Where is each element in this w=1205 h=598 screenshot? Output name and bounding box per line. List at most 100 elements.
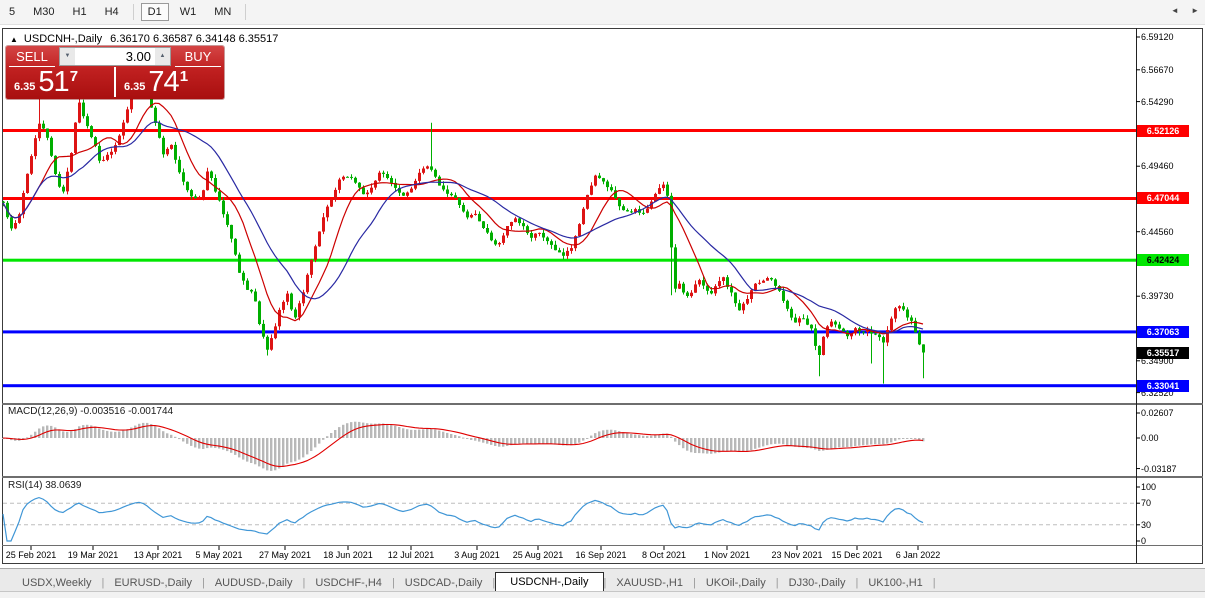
chart-tab-bar: USDX,Weekly | EURUSD-,Daily | AUDUSD-,Daily |… bbox=[0, 568, 1205, 592]
timeframe-button-MN[interactable]: MN bbox=[214, 6, 232, 18]
chart-window[interactable] bbox=[2, 28, 1203, 564]
macd-histogram bbox=[2, 421, 925, 471]
price-axis-tick: 6.34900 bbox=[1141, 356, 1174, 366]
tab-xauusd-h1[interactable]: XAUUSD-,H1 bbox=[616, 577, 683, 589]
level-price-badge: 6.47044 bbox=[1137, 192, 1189, 204]
date-axis-label: 15 Dec 2021 bbox=[831, 550, 883, 560]
date-axis-label: 18 Jun 2021 bbox=[323, 550, 373, 560]
sell-price-prefix: 6.35 bbox=[14, 81, 36, 93]
buy-price-sup: 1 bbox=[179, 68, 189, 85]
macd-signal-line bbox=[2, 423, 924, 467]
ma-fast-line bbox=[2, 102, 924, 335]
price-axis-tick: 6.54290 bbox=[1141, 97, 1174, 107]
timeframe-toolbar: 5 M30 H1 H4 D1 W1 MN bbox=[0, 0, 1205, 25]
volume-input[interactable] bbox=[75, 48, 155, 65]
ohlc-values: 6.36170 6.36587 6.34148 6.35517 bbox=[110, 33, 279, 45]
tab-separator: | bbox=[932, 577, 936, 589]
tab-separator: | bbox=[302, 577, 306, 589]
tab-usdx-weekly[interactable]: USDX,Weekly bbox=[22, 577, 92, 589]
collapse-panel-icon[interactable]: ▲ bbox=[10, 34, 18, 44]
tab-usdcnh-daily[interactable]: USDCNH-,Daily bbox=[495, 572, 604, 592]
date-axis-label: 19 Mar 2021 bbox=[67, 550, 119, 560]
rsi-axis-tick: 0 bbox=[1141, 536, 1147, 546]
price-axis-tick: 6.32520 bbox=[1141, 388, 1174, 398]
tab-audusd-daily[interactable]: AUDUSD-,Daily bbox=[214, 577, 293, 589]
buy-price-big: 74 bbox=[148, 66, 179, 98]
date-axis-label: 25 Aug 2021 bbox=[512, 550, 564, 560]
axis-ticks bbox=[30, 36, 1140, 550]
date-axis-label: 27 May 2021 bbox=[258, 550, 312, 560]
buy-price[interactable]: 6.35 74 1 bbox=[124, 67, 188, 97]
toolbar-separator bbox=[245, 4, 247, 20]
date-axis-label: 13 Apr 2021 bbox=[133, 550, 183, 560]
timeframe-button-D1[interactable]: D1 bbox=[140, 3, 169, 21]
sell-button[interactable]: SELL bbox=[9, 47, 55, 67]
level-price-badge: 6.42424 bbox=[1137, 254, 1189, 266]
sell-price[interactable]: 6.35 51 7 bbox=[14, 67, 78, 97]
timeframe-button-5[interactable]: 5 bbox=[9, 6, 16, 18]
volume-increase-icon[interactable]: ▲ bbox=[155, 48, 170, 65]
tab-eurusd-daily[interactable]: EURUSD-,Daily bbox=[114, 577, 192, 589]
volume-spinner: ▼ ▲ bbox=[59, 47, 171, 66]
tab-scroll-left-icon[interactable]: ◄ bbox=[1170, 6, 1179, 15]
tab-usdcad-daily[interactable]: USDCAD-,Daily bbox=[404, 577, 483, 589]
date-axis-label: 12 Jul 2021 bbox=[387, 550, 435, 560]
timeframe-button-H4[interactable]: H4 bbox=[104, 6, 119, 18]
date-axis-label: 16 Sep 2021 bbox=[575, 550, 627, 560]
timeframe-button-W1[interactable]: W1 bbox=[179, 6, 197, 18]
symbol-timeframe-label: USDCNH-,Daily bbox=[23, 33, 103, 45]
price-divider bbox=[114, 67, 116, 97]
one-click-trade-panel: SELL ▼ ▲ BUY 6.35 51 7 6.35 74 1 bbox=[6, 46, 224, 99]
pane-dividers bbox=[2, 28, 1203, 563]
level-lines[interactable] bbox=[3, 129, 1136, 388]
tab-dj30-daily[interactable]: DJ30-,Daily bbox=[788, 577, 846, 589]
current-price-badge: 6.35517 bbox=[1137, 347, 1189, 359]
tab-uk100-h1[interactable]: UK100-,H1 bbox=[868, 577, 923, 589]
date-axis-label: 23 Nov 2021 bbox=[771, 550, 823, 560]
buy-button[interactable]: BUY bbox=[175, 47, 221, 67]
rsi-line bbox=[2, 496, 924, 542]
volume-decrease-icon[interactable]: ▼ bbox=[60, 48, 75, 65]
macd-axis-tick: 0.02607 bbox=[1141, 408, 1174, 418]
tab-separator: | bbox=[391, 577, 395, 589]
tab-ukoil-daily[interactable]: UKOil-,Daily bbox=[705, 577, 766, 589]
macd-axis-tick: -0.03187 bbox=[1141, 464, 1177, 474]
ma-slow-line bbox=[2, 121, 924, 334]
rsi-axis-tick: 70 bbox=[1141, 498, 1152, 508]
candles bbox=[2, 57, 925, 384]
level-price-badge: 6.37063 bbox=[1137, 326, 1189, 338]
sell-price-sup: 7 bbox=[69, 68, 79, 85]
level-price-badge: 6.52126 bbox=[1137, 125, 1189, 137]
toolbar-separator bbox=[132, 4, 134, 20]
sell-price-big: 51 bbox=[38, 66, 69, 98]
price-axis-tick: 6.39730 bbox=[1141, 291, 1174, 301]
date-axis-label: 6 Jan 2022 bbox=[895, 550, 941, 560]
tab-separator: | bbox=[492, 577, 496, 589]
level-price-badge: 6.33041 bbox=[1137, 380, 1189, 392]
price-axis-tick: 6.49460 bbox=[1141, 161, 1174, 171]
tab-usdchf-h4[interactable]: USDCHF-,H4 bbox=[315, 577, 382, 589]
tab-separator: | bbox=[101, 577, 105, 589]
price-axis-tick: 6.59120 bbox=[1141, 32, 1174, 42]
chart-header: ▲ USDCNH-,Daily 6.36170 6.36587 6.34148 … bbox=[10, 33, 278, 45]
trade-panel-top-row: SELL ▼ ▲ BUY bbox=[6, 46, 224, 67]
tab-separator: | bbox=[603, 577, 607, 589]
trade-panel-prices: 6.35 51 7 6.35 74 1 bbox=[6, 67, 224, 99]
tab-separator: | bbox=[693, 577, 696, 589]
date-axis-label: 3 Aug 2021 bbox=[454, 550, 500, 560]
timeframe-button-M30[interactable]: M30 bbox=[33, 6, 55, 18]
timeframe-button-H1[interactable]: H1 bbox=[72, 6, 87, 18]
tab-scroll-right-icon[interactable]: ► bbox=[1191, 6, 1199, 15]
tab-separator: | bbox=[201, 577, 205, 589]
status-bar bbox=[0, 591, 1205, 598]
buy-price-prefix: 6.35 bbox=[124, 81, 146, 93]
macd-axis-tick: 0.00 bbox=[1141, 433, 1159, 443]
tab-separator: | bbox=[775, 577, 779, 589]
date-axis-label: 5 May 2021 bbox=[195, 550, 243, 560]
date-axis-label: 1 Nov 2021 bbox=[703, 550, 751, 560]
rsi-axis-tick: 30 bbox=[1141, 520, 1152, 530]
date-axis-label: 25 Feb 2021 bbox=[5, 550, 57, 560]
rsi-indicator-label: RSI(14) 38.0639 bbox=[8, 480, 82, 491]
